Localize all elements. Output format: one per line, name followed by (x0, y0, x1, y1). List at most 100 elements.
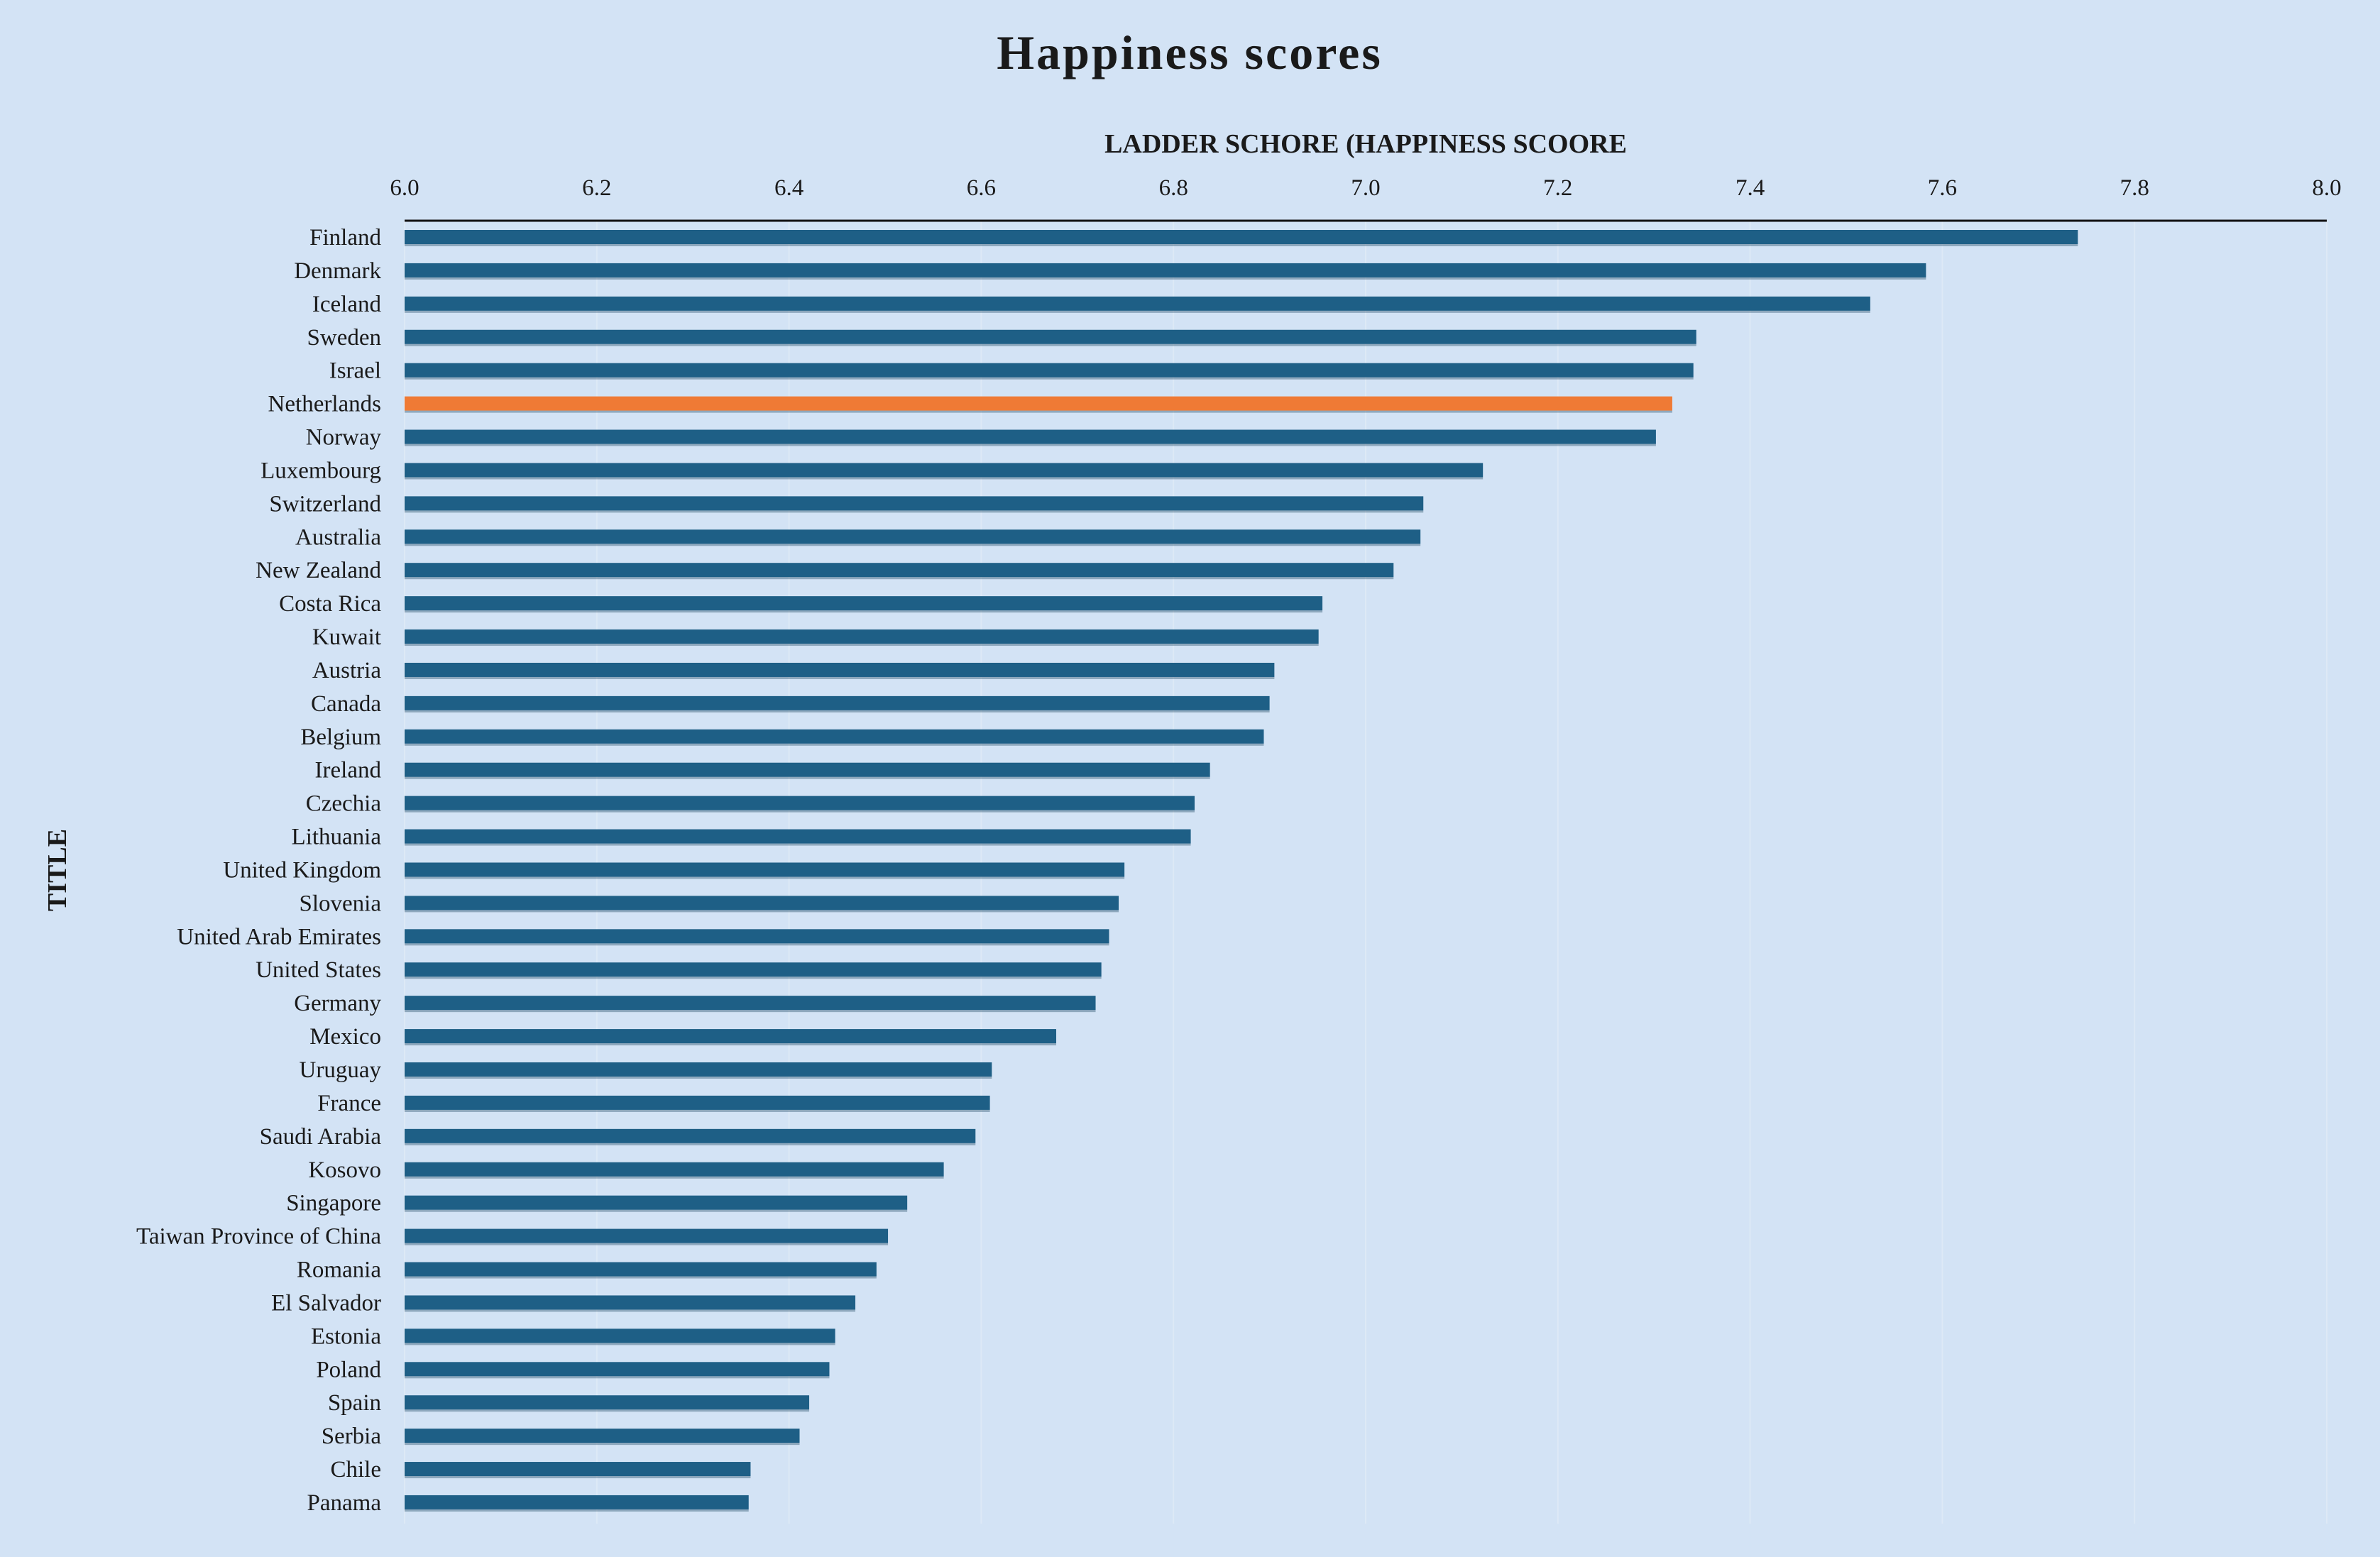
x-tick-label: 6.0 (390, 175, 419, 201)
category-label: Singapore (286, 1191, 381, 1216)
category-label: New Zealand (256, 558, 381, 583)
bar-panama (405, 1495, 749, 1509)
bar-shadow (405, 510, 1424, 513)
category-label: France (317, 1091, 381, 1116)
bar-lithuania (405, 829, 1191, 844)
x-tick-label: 6.8 (1159, 175, 1188, 201)
category-label: Austria (312, 658, 382, 683)
bar-shadow (405, 244, 2078, 246)
bar-switzerland (405, 496, 1424, 511)
bar-shadow (405, 1409, 810, 1412)
category-label: Sweden (307, 325, 381, 351)
bar-shadow (405, 1309, 856, 1312)
category-label: Costa Rica (279, 591, 381, 617)
category-labels: Finland Denmark Iceland Sweden Israel Netherl… (136, 225, 382, 1516)
category-label: Slovenia (300, 891, 382, 916)
category-label: Netherlands (268, 392, 381, 417)
x-tick-label: 7.2 (1543, 175, 1572, 201)
bar-saudi-arabia (405, 1128, 976, 1143)
bar-united-arab-emirates (405, 929, 1109, 944)
category-label: Australia (295, 524, 381, 550)
bar-denmark (405, 263, 1926, 277)
category-label: El Salvador (271, 1290, 381, 1316)
bar-shadow (405, 1109, 990, 1112)
x-tick-label: 7.0 (1351, 175, 1380, 201)
bar-united-kingdom (405, 862, 1125, 877)
bar-shadow (405, 277, 1926, 280)
category-label: Iceland (312, 292, 382, 317)
bar-shadow (405, 410, 1672, 413)
bar-spain (405, 1395, 810, 1410)
category-label: Estonia (311, 1324, 381, 1349)
bar-shadow (405, 910, 1119, 913)
bar-shadow (405, 1343, 835, 1346)
bar-shadow (405, 477, 1484, 480)
category-label: Romania (297, 1258, 381, 1283)
category-label: United States (256, 957, 381, 983)
bar-new-zealand (405, 563, 1394, 578)
bar-united-states (405, 962, 1102, 977)
category-label: Spain (328, 1390, 381, 1416)
bar-shadow (405, 1376, 830, 1379)
bar-shadow (405, 876, 1125, 879)
bar-poland (405, 1362, 830, 1377)
bar-shadow (405, 343, 1696, 346)
category-label: United Arab Emirates (177, 924, 381, 950)
bar-shadow (405, 776, 1210, 779)
category-label: United Kingdom (223, 857, 381, 883)
bar-shadow (405, 1209, 908, 1212)
category-label: Norway (306, 425, 382, 451)
category-label: Germany (294, 991, 381, 1016)
bar-shadow (405, 1243, 889, 1245)
bar-shadow (405, 644, 1319, 647)
bar-shadow (405, 444, 1656, 446)
bar-romania (405, 1262, 877, 1277)
bar-shadow (405, 1509, 749, 1512)
category-label: Mexico (309, 1024, 381, 1050)
bar-netherlands (405, 396, 1672, 411)
x-tick-label: 7.6 (1928, 175, 1957, 201)
category-label: Taiwan Province of China (136, 1224, 381, 1250)
bar-shadow (405, 1043, 1057, 1046)
bar-finland (405, 230, 2078, 244)
bar-germany (405, 996, 1096, 1011)
x-tick-label: 7.4 (1735, 175, 1765, 201)
bar-shadow (405, 1010, 1096, 1013)
bar-shadow (405, 810, 1195, 813)
x-axis-ticks: 6.0 6.2 6.4 6.6 6.8 7.0 7.2 7.4 7.6 7.8 8.0 (390, 175, 2341, 201)
category-label: Canada (311, 691, 381, 717)
bar-norway (405, 429, 1656, 444)
x-tick-label: 6.2 (582, 175, 611, 201)
x-tick-label: 8.0 (2312, 175, 2341, 201)
bar-sweden (405, 329, 1696, 344)
bar-shadow (405, 377, 1694, 380)
chart-title: Happiness scores (997, 26, 1383, 79)
category-label: Belgium (300, 725, 381, 750)
x-axis-title: LADDER SCHORE (HAPPINESS SCOORE (1104, 129, 1627, 159)
bar-luxembourg (405, 463, 1484, 478)
bar-czechia (405, 796, 1195, 810)
category-label: Poland (316, 1357, 381, 1382)
bar-shadow (405, 676, 1275, 679)
bar-ireland (405, 762, 1210, 777)
bar-shadow (405, 1176, 944, 1179)
bar-shadow (405, 544, 1421, 546)
category-label: Kuwait (312, 625, 381, 650)
bar-shadow (405, 943, 1109, 946)
bar-shadow (405, 743, 1264, 746)
category-label: Finland (309, 225, 381, 251)
bar-kuwait (405, 629, 1319, 644)
bar-australia (405, 529, 1421, 544)
bar-serbia (405, 1429, 800, 1443)
category-label: Lithuania (292, 825, 382, 850)
bar-shadow (405, 843, 1191, 846)
bar-costa-rica (405, 596, 1323, 611)
category-label: Serbia (322, 1424, 382, 1449)
bar-shadow (405, 1143, 976, 1145)
bars-layer (405, 230, 2078, 1512)
bar-taiwan-province-of-china (405, 1228, 889, 1243)
bar-france (405, 1095, 990, 1110)
bar-slovenia (405, 896, 1119, 910)
bar-shadow (405, 310, 1870, 313)
